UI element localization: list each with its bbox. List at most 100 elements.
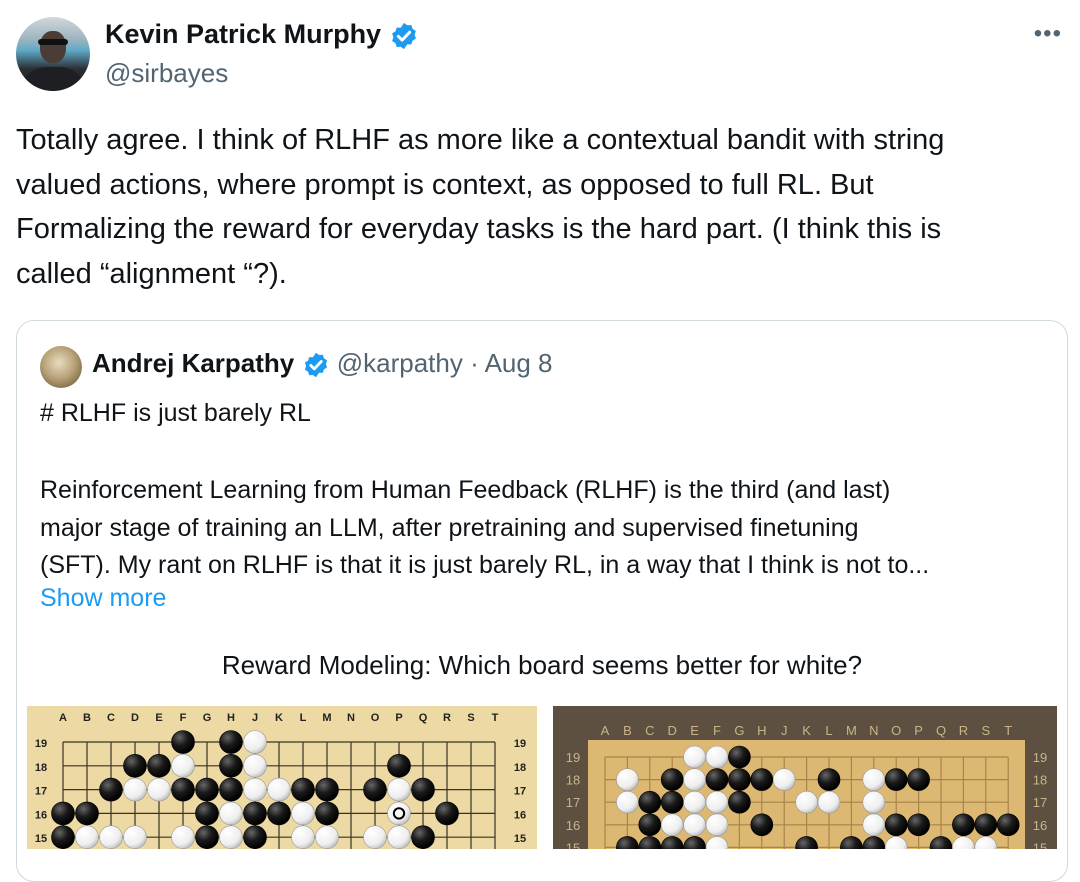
quoted-author-avatar[interactable]: [40, 346, 82, 388]
black-stone: [884, 813, 908, 837]
quoted-author-handle[interactable]: @karpathy: [336, 348, 463, 378]
black-stone: [411, 777, 435, 802]
column-label: T: [492, 712, 499, 724]
last-move-marker: [392, 807, 406, 820]
black-stone: [840, 836, 863, 849]
column-label: Q: [936, 723, 946, 738]
white-stone: [387, 801, 411, 826]
quoted-tweet-title: # RLHF is just barely RL: [40, 399, 311, 427]
row-label: 18: [1033, 773, 1047, 788]
row-label: 17: [35, 786, 47, 798]
white-stone: [862, 813, 886, 837]
black-stone: [952, 813, 975, 837]
column-label: E: [155, 712, 162, 724]
row-label: 15: [35, 833, 47, 845]
quoted-tweet-date[interactable]: Aug 8: [484, 348, 553, 378]
column-label: D: [668, 723, 677, 738]
black-stone: [728, 768, 751, 791]
black-stone: [387, 753, 411, 778]
white-stone: [884, 836, 908, 849]
black-stone: [195, 825, 219, 849]
row-label: 15: [566, 840, 580, 849]
quoted-text-line: (SFT). My rant on RLHF is that it is jus…: [40, 551, 930, 579]
row-label: 16: [35, 809, 47, 821]
quoted-tweet-header: Andrej Karpathy @karpathy · Aug 8: [92, 348, 553, 379]
white-stone: [772, 768, 796, 791]
left-board: [27, 706, 537, 849]
row-label: 19: [35, 738, 47, 750]
white-stone: [616, 768, 639, 791]
black-stone: [795, 836, 818, 849]
white-stone: [862, 768, 886, 791]
verified-badge-icon: [391, 22, 416, 49]
column-label: K: [275, 712, 283, 724]
column-label: L: [300, 712, 307, 724]
white-stone: [683, 768, 706, 791]
row-label: 18: [35, 762, 47, 774]
black-stone: [929, 836, 953, 849]
black-stone: [750, 768, 774, 791]
more-options-button[interactable]: •••: [1034, 20, 1062, 48]
column-label: D: [131, 712, 139, 724]
black-stone: [750, 813, 774, 837]
row-label: 15: [1033, 840, 1047, 849]
white-stone: [660, 813, 684, 837]
black-stone: [862, 836, 886, 849]
black-stone: [315, 801, 339, 826]
black-stone: [195, 777, 219, 802]
column-label: J: [781, 723, 788, 738]
row-label: 16: [566, 818, 580, 833]
white-stone: [387, 777, 411, 802]
show-more-link[interactable]: Show more: [40, 584, 167, 612]
separator: ·: [470, 348, 479, 378]
column-label: R: [959, 723, 968, 738]
white-stone: [291, 801, 315, 826]
quoted-text-line: Reinforcement Learning from Human Feedba…: [40, 476, 891, 504]
image-caption: Reward Modeling: Which board seems bette…: [221, 650, 863, 680]
black-stone: [363, 777, 387, 802]
black-stone: [243, 825, 267, 849]
row-label: 17: [1033, 795, 1047, 810]
black-stone: [660, 790, 684, 814]
black-stone: [243, 801, 267, 826]
column-label: H: [757, 723, 766, 738]
tweet-text: Totally agree. I think of RLHF as more l…: [16, 118, 1066, 296]
quoted-text-line: major stage of training an LLM, after pr…: [40, 513, 859, 542]
black-stone: [51, 825, 75, 849]
column-label: N: [869, 723, 878, 738]
quoted-author-name[interactable]: Andrej Karpathy: [92, 348, 295, 378]
column-label: Q: [419, 712, 428, 724]
black-stone: [660, 768, 684, 791]
black-stone: [219, 753, 243, 778]
black-stone: [51, 801, 75, 826]
column-label: O: [371, 712, 380, 724]
black-stone: [123, 753, 147, 778]
white-stone: [705, 836, 729, 849]
white-stone: [267, 777, 291, 802]
tweet-text-line: valued actions, where prompt is context,…: [16, 168, 874, 201]
row-label: 19: [1033, 750, 1047, 765]
white-stone: [974, 836, 998, 849]
tweet-text-line: Totally agree. I think of RLHF as more l…: [16, 124, 945, 156]
black-stone: [195, 801, 219, 826]
white-stone: [243, 777, 267, 802]
column-label: N: [347, 712, 355, 724]
black-stone: [147, 753, 171, 778]
white-stone: [616, 790, 639, 814]
black-stone: [996, 813, 1020, 837]
verified-badge-icon: [304, 352, 327, 378]
black-stone: [99, 777, 123, 802]
black-stone: [705, 768, 729, 791]
column-label: S: [981, 723, 990, 738]
author-handle[interactable]: @sirbayes: [105, 58, 229, 88]
tweet-text-line: called “alignment “?).: [16, 257, 287, 290]
white-stone: [171, 753, 195, 778]
author-name[interactable]: Kevin Patrick Murphy: [105, 19, 419, 51]
white-stone: [683, 813, 706, 837]
row-label: 17: [514, 786, 526, 798]
author-avatar[interactable]: [16, 17, 90, 91]
black-stone: [435, 801, 459, 826]
white-stone: [683, 745, 706, 769]
white-stone: [363, 825, 387, 849]
